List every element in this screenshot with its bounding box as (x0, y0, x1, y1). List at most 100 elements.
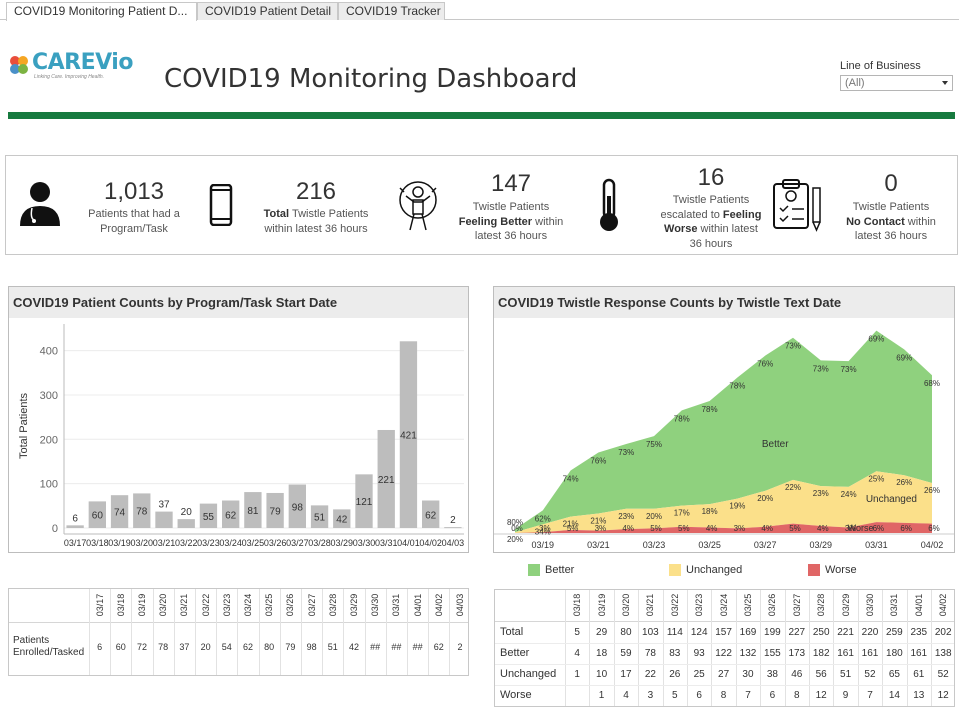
table-column-divider (931, 590, 932, 706)
table-column-header: 03/29 (840, 593, 851, 617)
kpi-feeling-worse-value: 16 (697, 164, 725, 191)
bar[interactable] (377, 429, 395, 528)
x-tick-label: 04/03 (442, 538, 465, 548)
table-cell: 22 (644, 669, 656, 680)
table-cell: 6 (97, 642, 103, 652)
x-tick-label: 03/23 (197, 538, 220, 548)
kpi-twistle-total-value: 216 (295, 178, 337, 205)
y-tick-label: 100 (40, 479, 58, 491)
table-cell: 4 (574, 648, 580, 659)
bar[interactable] (288, 484, 306, 528)
legend-swatch-unchanged[interactable] (669, 564, 681, 576)
table-column-header: 03/30 (865, 593, 875, 617)
table-cell: 173 (788, 648, 806, 659)
table-column-header: 03/19 (596, 593, 607, 617)
y-tick-label: 300 (40, 390, 58, 402)
bar-data-label: 81 (247, 506, 259, 517)
table-cell: 59 (620, 648, 632, 659)
bar[interactable] (133, 493, 151, 528)
table-column-header: 03/17 (94, 593, 105, 617)
area-unchanged[interactable] (515, 471, 932, 533)
bar[interactable] (244, 492, 262, 528)
table-column-header: 04/03 (455, 593, 465, 617)
table-column-divider (760, 590, 762, 706)
bar[interactable] (266, 492, 284, 528)
chevron-down-icon (942, 81, 948, 85)
area-worse[interactable] (515, 522, 932, 533)
table-column-divider (857, 590, 859, 706)
x-tick-label: 04/02 (419, 538, 442, 548)
table-header-divider (495, 621, 954, 622)
bar[interactable] (177, 519, 195, 528)
legend-swatch-worse[interactable] (808, 564, 820, 576)
tab-bar: COVID19 Monitoring Patient D... COVID19 … (0, 0, 959, 21)
table-cell: 157 (715, 627, 732, 638)
worse-pct-label: 5% (567, 524, 579, 533)
table-cell: 202 (934, 627, 952, 638)
table-row-divider (495, 664, 954, 665)
bar[interactable] (199, 503, 218, 528)
legend-label-worse: Worse (825, 564, 857, 576)
kpi-strip: 1,013 Patients that had a Program/Task 21… (5, 155, 958, 255)
table-column-divider (711, 590, 713, 706)
tab-tracker[interactable]: COVID19 Tracker (338, 2, 445, 20)
table-column-header: 03/28 (816, 593, 827, 617)
bar[interactable] (422, 500, 440, 528)
table-cell: 18 (596, 648, 608, 659)
bar[interactable] (310, 505, 329, 528)
better-pct-label: 73% (813, 364, 829, 373)
worse-pct-label: 5% (789, 524, 801, 533)
unchanged-pct-label: 26% (924, 486, 940, 495)
line-of-business-select[interactable]: (All) (840, 75, 953, 91)
table-column-divider (237, 589, 239, 675)
table-column-header: 03/30 (370, 593, 381, 617)
table-column-header: 03/21 (645, 593, 656, 617)
table-column-divider (735, 590, 737, 706)
bar[interactable] (110, 495, 129, 528)
table-column-divider (301, 589, 302, 675)
unchanged-pct-label: 25% (868, 474, 884, 483)
area-better[interactable] (515, 330, 932, 533)
better-pct-label: 69% (868, 335, 884, 344)
tab-patient-detail[interactable]: COVID19 Patient Detail (197, 2, 338, 20)
worse-pct-label: 5% (650, 524, 662, 533)
table-cell: 3 (647, 690, 654, 701)
worse-pct-label: 6% (928, 524, 940, 533)
worse-pct-label: 4% (706, 524, 718, 533)
bar[interactable] (355, 474, 373, 528)
table-cell: 46 (791, 669, 803, 680)
table-cell: 52 (864, 669, 876, 680)
table-cell: 1 (598, 690, 605, 701)
bar[interactable] (222, 500, 240, 528)
y-tick-label: 400 (40, 346, 58, 358)
table-cell: 29 (596, 627, 608, 638)
bar[interactable] (399, 341, 418, 528)
bar[interactable] (66, 525, 84, 528)
table-cell: 78 (644, 648, 656, 659)
table-column-header: 03/23 (694, 593, 705, 617)
bar[interactable] (333, 509, 351, 528)
bar-data-label: 221 (378, 475, 395, 486)
table-cell: 13 (913, 690, 925, 701)
bar[interactable] (155, 511, 173, 528)
bar[interactable] (88, 501, 106, 528)
table-cell: 25 (693, 669, 705, 680)
bar-data-label: 42 (336, 515, 348, 526)
row-label-total: Total (500, 626, 524, 638)
unchanged-pct-label: 34% (535, 527, 551, 536)
row-label-enrolled-tasked: Enrolled/Tasked (13, 647, 85, 658)
x-tick-label: 03/20 (131, 538, 154, 548)
tab-monitoring-patient[interactable]: COVID19 Monitoring Patient D... (6, 2, 197, 21)
x-tick-label: 03/29 (331, 538, 354, 548)
table-column-header: 03/24 (718, 593, 729, 617)
table-cell: 220 (861, 627, 879, 638)
table-cell: 122 (715, 648, 732, 659)
x-tick-label: 03/22 (175, 538, 198, 548)
kpi-twistle-total-label: Total Twistle Patients within latest 36 h… (263, 208, 369, 235)
legend-swatch-better[interactable] (528, 564, 540, 576)
page-title: COVID19 Monitoring Dashboard (164, 64, 578, 94)
table-column-divider (364, 589, 366, 675)
unchanged-pct-label: 17% (674, 509, 690, 518)
table-cell: 6 (696, 690, 702, 701)
bar[interactable] (444, 527, 462, 529)
